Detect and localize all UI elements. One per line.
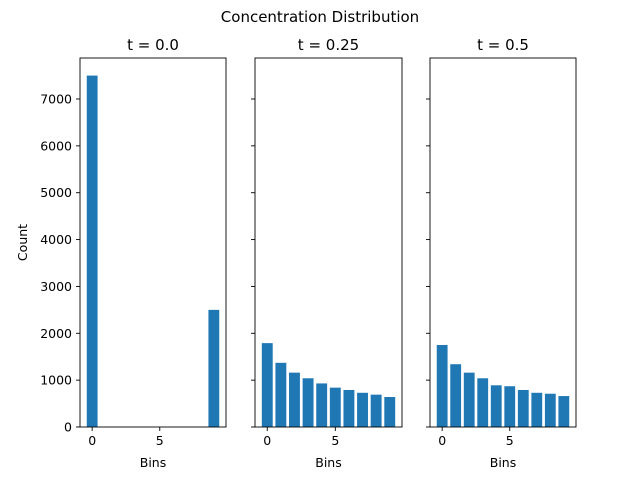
ytick-label-7: 7000 [40, 92, 72, 107]
ytick-label-1: 1000 [40, 373, 72, 388]
bar-1-3 [302, 378, 314, 427]
axes-frame-0 [79, 57, 227, 428]
ytick-label-3: 3000 [40, 279, 72, 294]
bar-2-5 [504, 386, 516, 427]
bar-1-2 [289, 372, 300, 427]
bar-2-3 [477, 378, 489, 427]
bar-1-6 [343, 389, 355, 427]
bar-1-9 [384, 397, 396, 427]
bar-1-4 [316, 383, 328, 427]
subplot-0: 0 1000 2000 3000 4000 5000 6000 7000 0 5 t = 0.0 Bi… [15, 36, 227, 470]
bar-2-2 [463, 372, 475, 427]
subplot-1: 0 5 t = 0.25 Bins [251, 36, 403, 470]
bar-0-0 [86, 75, 98, 427]
xlabel-2: Bins [490, 455, 516, 470]
ylabel-0: Count [15, 224, 30, 261]
figure-title: Concentration Distribution [221, 8, 419, 26]
xlabel-0: Bins [140, 455, 166, 470]
ytick-label-5: 5000 [40, 185, 72, 200]
bar-2-7 [531, 392, 543, 427]
bar-1-8 [370, 394, 382, 427]
axes-frame-2 [429, 57, 577, 428]
bar-1-0 [261, 343, 273, 427]
bar-2-4 [490, 385, 502, 427]
xtick-label-0-1: 5 [156, 433, 164, 448]
xtick-label-1-1: 5 [331, 433, 339, 448]
bar-2-6 [517, 389, 529, 427]
bar-2-0 [436, 345, 448, 427]
xtick-label-1-0: 0 [263, 433, 271, 448]
xtick-label-0-0: 0 [88, 433, 96, 448]
bar-1-1 [275, 362, 287, 427]
bar-1-7 [357, 392, 368, 427]
ytick-label-2: 2000 [40, 326, 72, 341]
bar-2-9 [558, 396, 570, 427]
subplot-title-2: t = 0.5 [477, 36, 529, 54]
xtick-label-2-0: 0 [438, 433, 446, 448]
bar-1-5 [329, 387, 341, 427]
xlabel-1: Bins [315, 455, 341, 470]
ytick-label-4: 4000 [40, 232, 72, 247]
ytick-label-6: 6000 [40, 138, 72, 153]
axes-frame-1 [254, 57, 403, 428]
bar-2-8 [544, 393, 556, 427]
subplot-title-1: t = 0.25 [298, 36, 359, 54]
bar-2-1 [450, 364, 462, 427]
subplots: 0 1000 2000 3000 4000 5000 6000 7000 0 5 t = 0.0 Bi… [15, 36, 577, 470]
bar-0-9 [208, 309, 220, 427]
ytick-label-0: 0 [64, 420, 72, 435]
subplot-title-0: t = 0.0 [127, 36, 179, 54]
xtick-label-2-1: 5 [506, 433, 514, 448]
subplot-2: 0 5 t = 0.5 Bins [426, 36, 577, 470]
